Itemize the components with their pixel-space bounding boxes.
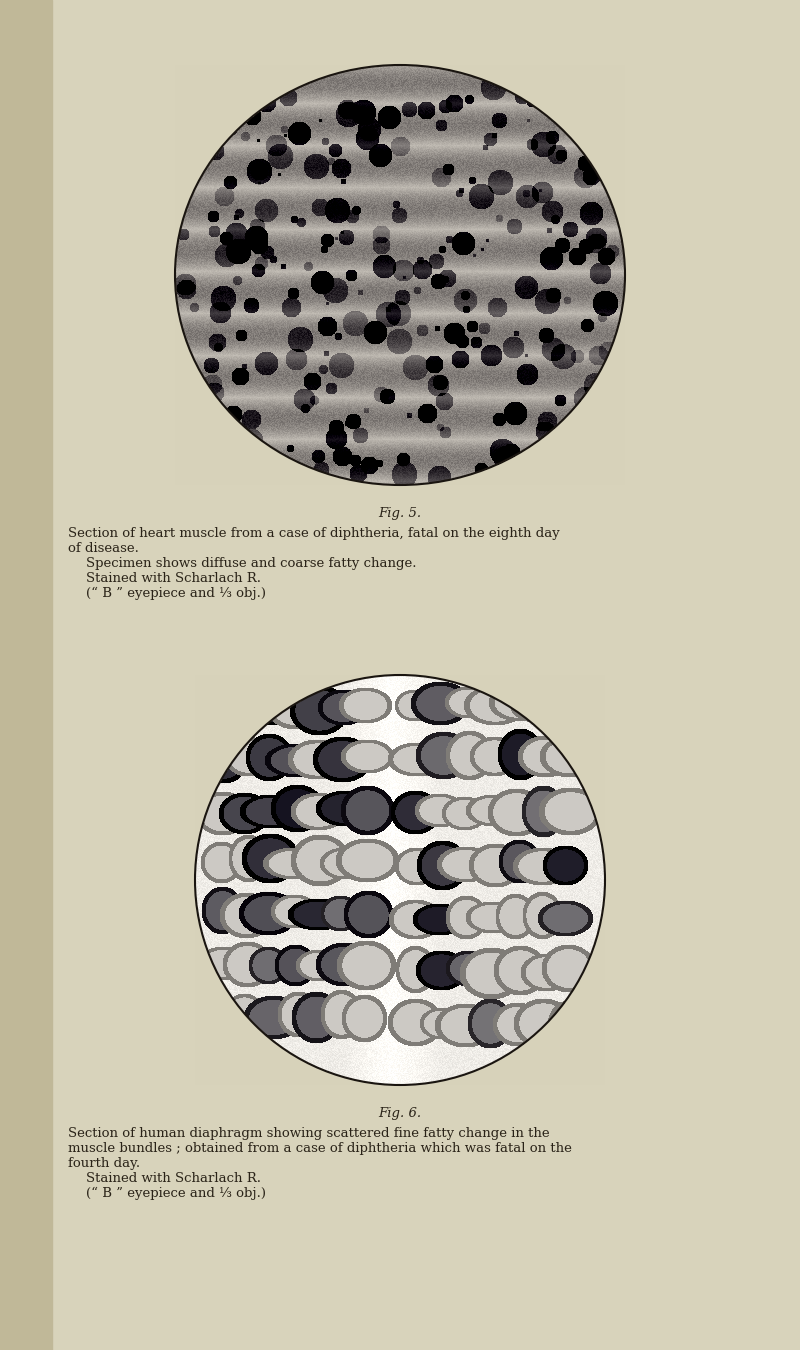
Text: Specimen shows diffuse and coarse fatty change.: Specimen shows diffuse and coarse fatty …	[86, 558, 417, 570]
Text: (“ B ” eyepiece and ⅓ obj.): (“ B ” eyepiece and ⅓ obj.)	[86, 587, 266, 601]
Text: (“ B ” eyepiece and ⅓ obj.): (“ B ” eyepiece and ⅓ obj.)	[86, 1187, 266, 1200]
Text: Stained with Scharlach R.: Stained with Scharlach R.	[86, 1172, 261, 1185]
Text: Section of human diaphragm showing scattered fine fatty change in the: Section of human diaphragm showing scatt…	[68, 1127, 550, 1139]
Text: Section of heart muscle from a case of diphtheria, fatal on the eighth day: Section of heart muscle from a case of d…	[68, 526, 560, 540]
Text: muscle bundles ; obtained from a case of diphtheria which was fatal on the: muscle bundles ; obtained from a case of…	[68, 1142, 572, 1156]
Text: of disease.: of disease.	[68, 541, 139, 555]
Text: Fig. 5.: Fig. 5.	[378, 508, 422, 520]
Bar	[0, 0, 52, 1350]
Text: Stained with Scharlach R.: Stained with Scharlach R.	[86, 572, 261, 585]
Text: fourth day.: fourth day.	[68, 1157, 140, 1170]
Text: Fig. 6.: Fig. 6.	[378, 1107, 422, 1120]
